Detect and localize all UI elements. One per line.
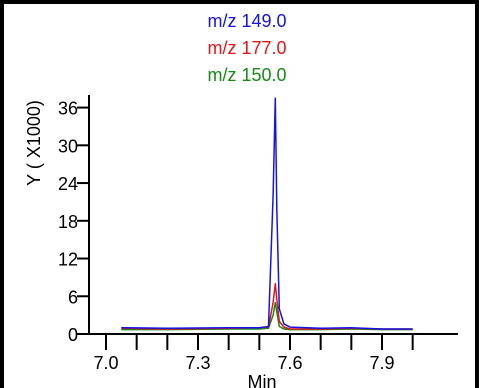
x-tick-label: 7.6 xyxy=(277,353,302,373)
legend-entry-2: m/z 150.0 xyxy=(207,65,286,85)
x-tick-label: 7.0 xyxy=(93,353,118,373)
legend-entry-0: m/z 149.0 xyxy=(207,11,286,31)
y-tick-label: 30 xyxy=(58,136,78,156)
legend: m/z 149.0 m/z 177.0 m/z 150.0 xyxy=(207,11,286,85)
y-axis-label: Y ( X1000) xyxy=(24,100,44,186)
series-lines xyxy=(121,97,413,331)
x-axis-label: Min xyxy=(247,372,276,388)
y-ticks: 0 6 12 18 24 30 36 xyxy=(58,99,89,345)
x-tick-label: 7.3 xyxy=(185,353,210,373)
y-tick-label: 12 xyxy=(58,250,78,270)
y-tick-label: 0 xyxy=(68,325,78,345)
legend-entry-1: m/z 177.0 xyxy=(207,38,286,58)
x-ticks: 7.0 7.3 7.6 7.9 xyxy=(93,334,414,373)
series-line-0 xyxy=(121,97,413,330)
y-tick-label: 24 xyxy=(58,174,78,194)
x-tick-label: 7.9 xyxy=(369,353,394,373)
y-tick-label: 36 xyxy=(58,99,78,119)
y-tick-label: 6 xyxy=(68,287,78,307)
y-tick-label: 18 xyxy=(58,212,78,232)
